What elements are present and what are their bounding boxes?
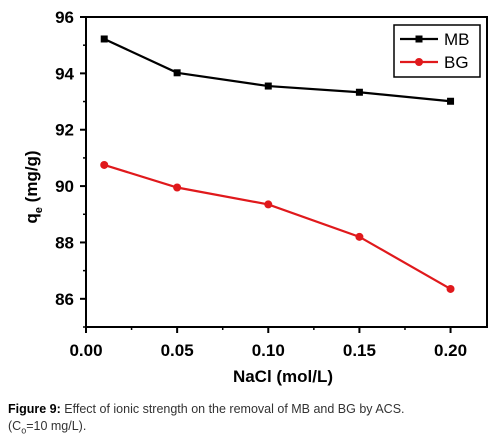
caption-line2-prefix: (C bbox=[8, 419, 22, 433]
y-axis-title-main: q bbox=[22, 213, 41, 223]
data-point-bg bbox=[264, 200, 273, 209]
data-point-bg bbox=[446, 284, 455, 293]
data-point-bg bbox=[173, 183, 182, 192]
caption-line2-suffix: =10 mg/L). bbox=[26, 419, 87, 433]
x-tick-label: 0.20 bbox=[434, 341, 467, 360]
y-tick-label: 88 bbox=[55, 233, 74, 252]
figure-caption: Figure 9: Effect of ionic strength on th… bbox=[8, 401, 498, 440]
data-point-mb bbox=[100, 35, 108, 43]
x-tick-label: 0.10 bbox=[252, 341, 285, 360]
x-tick-label: 0.15 bbox=[343, 341, 376, 360]
x-tick-label: 0.00 bbox=[69, 341, 102, 360]
axes: 0.00 0.05 0.10 0.15 0.20 86 88 90 92 94 96 bbox=[55, 8, 488, 360]
legend-label: MB bbox=[444, 30, 470, 49]
data-point-mb bbox=[264, 82, 272, 90]
chart: 0.00 0.05 0.10 0.15 0.20 86 88 90 92 94 96 MB BG Na… bbox=[22, 8, 488, 386]
series-line-bg bbox=[103, 163, 452, 290]
plot-frame bbox=[85, 16, 488, 328]
y-tick-label: 94 bbox=[55, 64, 74, 83]
y-tick-label: 92 bbox=[55, 121, 74, 140]
legend-marker bbox=[415, 58, 423, 66]
data-point-mb bbox=[355, 88, 363, 96]
caption-line2-subscript: o bbox=[21, 425, 27, 436]
data-point-mb bbox=[173, 69, 181, 77]
legend-label: BG bbox=[444, 53, 469, 72]
x-axis-title: NaCl (mol/L) bbox=[233, 367, 333, 386]
y-axis-title-unit: (mg/g) bbox=[22, 150, 41, 207]
legend-item-bg: BG bbox=[400, 53, 469, 72]
series-mb bbox=[100, 35, 455, 105]
y-axis-title-subscript: e bbox=[33, 207, 45, 213]
legend: MB BG bbox=[393, 24, 481, 78]
series-layer bbox=[100, 35, 455, 293]
caption-label: Figure 9: bbox=[8, 402, 61, 416]
y-tick-label: 96 bbox=[55, 8, 74, 27]
y-axis-title: qe (mg/g) bbox=[22, 150, 45, 223]
data-point-bg bbox=[100, 160, 109, 169]
y-tick-label: 86 bbox=[55, 290, 74, 309]
series-bg bbox=[100, 160, 455, 293]
data-point-mb bbox=[447, 97, 455, 105]
legend-item-mb: MB bbox=[400, 30, 470, 49]
y-tick-label: 90 bbox=[55, 177, 74, 196]
legend-box bbox=[393, 24, 481, 78]
caption-text: Effect of ionic strength on the removal … bbox=[64, 402, 405, 416]
data-point-bg bbox=[355, 232, 364, 241]
legend-marker bbox=[415, 35, 423, 43]
x-tick-label: 0.05 bbox=[161, 341, 194, 360]
